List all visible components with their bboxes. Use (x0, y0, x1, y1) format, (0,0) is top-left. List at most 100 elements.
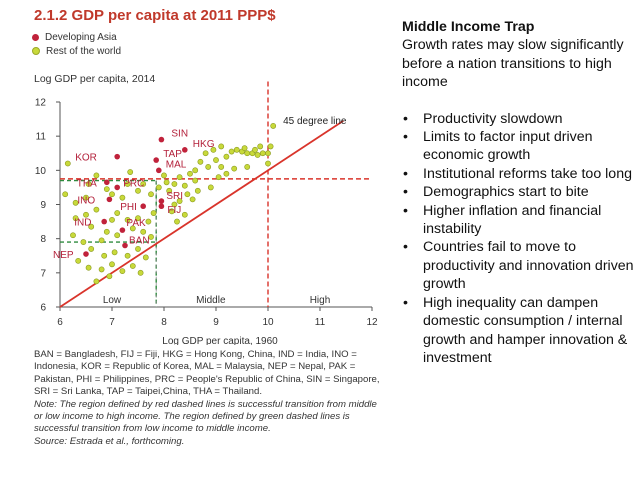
point-rest-of-world (213, 157, 219, 163)
point-developing-asia (114, 153, 120, 160)
x-tick-label: 7 (109, 317, 115, 328)
point-rest-of-world (140, 228, 147, 235)
point-rest-of-world (171, 181, 178, 187)
figure-number: 2.1.2 (34, 7, 68, 24)
point-rest-of-world (254, 152, 261, 158)
point-rest-of-world (161, 172, 167, 179)
point-rest-of-world (192, 177, 199, 184)
point-developing-asia (158, 203, 165, 210)
point-rest-of-world (215, 174, 222, 181)
note-text: Note: The region defined by red dashed l… (34, 398, 377, 435)
point-rest-of-world (88, 223, 95, 230)
forty-five-degree-label: 45 degree line (283, 116, 347, 127)
legend-item-rest-of-world: Rest of the world (32, 44, 121, 58)
source-text: Source: Estrada et al., forthcoming. (34, 435, 185, 447)
y-tick-label: 11 (36, 132, 47, 143)
x-tick-label: 12 (366, 317, 378, 328)
bullet-item: Demographics start to bite (402, 183, 634, 202)
y-axis-label: Log GDP per capita, 2014 (34, 73, 156, 85)
point-rest-of-world (231, 165, 238, 172)
point-rest-of-world (176, 198, 183, 204)
point-rest-of-world (176, 174, 183, 181)
point-rest-of-world (111, 249, 118, 256)
x-axis-label: Log GDP per capita, 1960 (162, 336, 278, 345)
point-rest-of-world (109, 191, 115, 198)
point-rest-of-world (98, 237, 105, 244)
point-rest-of-world (64, 160, 71, 167)
point-rest-of-world (142, 254, 149, 261)
point-rest-of-world (101, 252, 108, 259)
scatter-chart: 6 7 8 9 10 11 12 6 7 8 9 10 11 12 Log GDP per capita, … (35, 81, 378, 345)
point-rest-of-world (205, 164, 212, 170)
point-rest-of-world (80, 239, 87, 245)
point-rest-of-world (135, 215, 141, 222)
point-label: PHI (120, 202, 137, 213)
point-developing-asia (158, 136, 165, 143)
region-label: Middle (196, 295, 226, 306)
legend-label: Developing Asia (45, 31, 117, 43)
point-rest-of-world (241, 145, 248, 152)
point-rest-of-world (244, 164, 251, 170)
point-label: BAN (129, 236, 150, 247)
point-developing-asia (158, 198, 165, 204)
point-rest-of-world (218, 143, 225, 150)
point-rest-of-world (207, 184, 214, 191)
point-rest-of-world (129, 225, 136, 232)
point-rest-of-world (181, 211, 188, 218)
bullet-item: Productivity slowdown (402, 110, 634, 129)
bullet-item: High inequality can dampen domestic cons… (402, 294, 634, 368)
point-label: KOR (75, 153, 97, 164)
point-rest-of-world (93, 278, 100, 285)
point-rest-of-world (150, 210, 157, 216)
point-rest-of-world (75, 257, 82, 264)
point-developing-asia (83, 251, 89, 257)
bullet-item: Limits to factor input driven economic g… (402, 128, 634, 165)
legend-label: Rest of the world (46, 45, 122, 57)
point-rest-of-world (265, 150, 271, 157)
point-rest-of-world (184, 191, 191, 198)
y-tick-label: 6 (40, 303, 46, 314)
figure-footer: BAN = Bangladesh, FIJ = Fiji, HKG = Hong… (34, 349, 386, 448)
point-developing-asia (153, 157, 159, 163)
bullet-item: Institutional reforms take too long (402, 165, 634, 184)
bullet-list: Productivity slowdown Limits to factor i… (402, 110, 634, 368)
legend-dot-rest-of-world (32, 47, 40, 55)
point-rest-of-world (140, 181, 147, 187)
point-rest-of-world (129, 263, 136, 269)
point-rest-of-world (72, 215, 79, 222)
point-rest-of-world (168, 208, 175, 215)
y-tick-label: 12 (35, 98, 47, 109)
point-rest-of-world (265, 160, 271, 167)
point-rest-of-world (192, 167, 199, 174)
point-developing-asia (104, 179, 110, 186)
y-tick-label: 7 (40, 268, 46, 279)
point-label: FIJ (167, 205, 181, 216)
figure-title: 2.1.2 GDP per capita at 2011 PPP$ (34, 7, 276, 24)
bullet-item: Countries fail to move to productivity a… (402, 238, 634, 293)
point-rest-of-world (197, 158, 204, 165)
x-tick-label: 8 (161, 317, 167, 328)
point-rest-of-world (252, 146, 258, 153)
point-rest-of-world (124, 252, 131, 259)
point-label: THA (77, 178, 97, 189)
point-rest-of-world (223, 153, 230, 160)
point-rest-of-world (189, 196, 196, 203)
point-rest-of-world (109, 261, 115, 268)
point-rest-of-world (202, 150, 209, 157)
point-rest-of-world (103, 228, 110, 235)
point-rest-of-world (187, 170, 193, 177)
point-rest-of-world (244, 150, 251, 157)
point-rest-of-world (194, 187, 201, 194)
abbreviations: BAN = Bangladesh, FIJ = Fiji, HKG = Hong… (34, 349, 380, 398)
point-rest-of-world (119, 194, 126, 201)
point-rest-of-world (155, 184, 162, 191)
point-rest-of-world (171, 201, 178, 208)
panel-heading: Middle Income Trap (402, 19, 535, 35)
point-rest-of-world (223, 170, 230, 177)
point-rest-of-world (103, 186, 110, 193)
point-developing-asia (114, 184, 120, 191)
point-label: SRI (166, 191, 183, 202)
x-tick-label: 6 (57, 317, 63, 328)
figure-title-text: GDP per capita at 2011 PPP$ (71, 7, 276, 24)
point-rest-of-world (135, 187, 141, 194)
